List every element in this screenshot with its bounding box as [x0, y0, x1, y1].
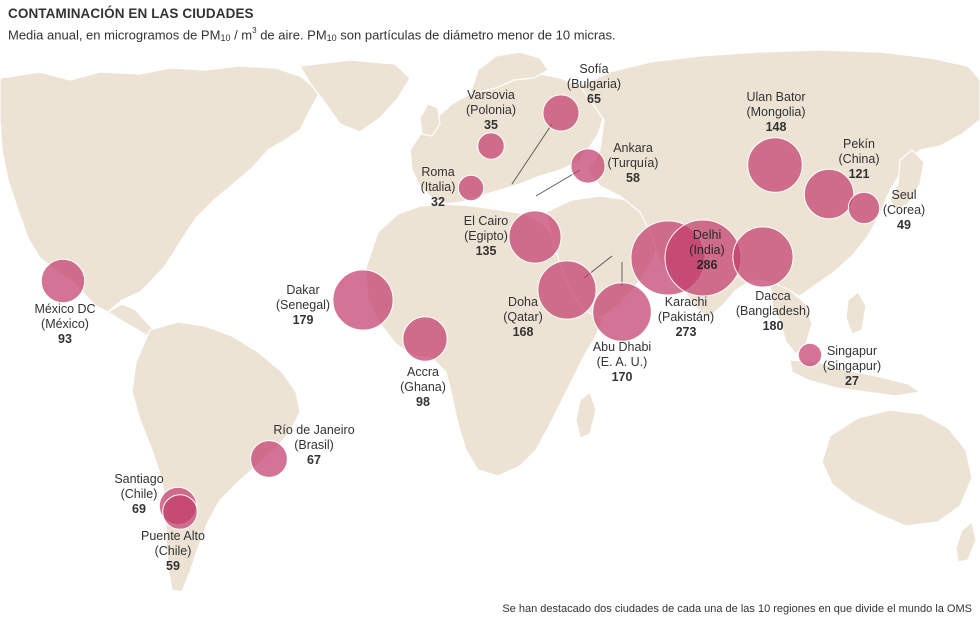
bubble-varsovia	[477, 132, 505, 160]
label-santiago-country: (Chile)	[121, 487, 158, 501]
label-dakar-name: Dakar	[286, 283, 319, 297]
label-puente-alto-value: 59	[166, 559, 180, 573]
bubble-roma	[457, 174, 485, 202]
label-ankara-name: Ankara	[613, 141, 653, 155]
bubble-doha	[537, 260, 597, 320]
bubble-ankara	[570, 148, 606, 184]
bubble-sofia	[542, 94, 580, 132]
bubble-seul	[847, 191, 881, 225]
label-santiago-value: 69	[132, 502, 146, 516]
label-ankara-value: 58	[626, 171, 640, 185]
label-ankara-country: (Turquía)	[608, 156, 659, 170]
bubble-dacca	[732, 226, 794, 288]
bubble-dakar	[332, 269, 394, 331]
label-cairo-value: 135	[476, 244, 497, 258]
label-puente-alto-name: Puente Alto	[141, 529, 205, 543]
label-varsovia-value: 35	[484, 118, 498, 132]
label-seul-country: (Corea)	[883, 203, 925, 217]
bubble-ulanbator	[747, 137, 803, 193]
label-delhi-value: 286	[697, 258, 718, 272]
label-santiago-name: Santiago	[114, 472, 163, 486]
label-dacca-value: 180	[763, 319, 784, 333]
label-pekin-country: (China)	[839, 152, 880, 166]
label-abudhabi-name: Abu Dhabi	[593, 340, 651, 354]
label-dakar-value: 179	[293, 313, 314, 327]
label-sofia-country: (Bulgaria)	[567, 77, 621, 91]
land-indonesia	[789, 359, 922, 397]
label-ulanbator-name: Ulan Bator	[746, 90, 805, 104]
label-dakar-country: (Senegal)	[276, 298, 330, 312]
label-singapur-country: (Singapur)	[823, 359, 881, 373]
bubble-mexico	[40, 258, 86, 304]
label-karachi-country: (Pakistán)	[658, 310, 714, 324]
bubble-abudhabi	[592, 282, 652, 342]
label-pekin-name: Pekín	[843, 137, 875, 151]
land-japan	[889, 149, 925, 211]
label-roma-name: Roma	[421, 165, 454, 179]
bubble-pekin	[803, 168, 855, 220]
bubble-puente-alto	[162, 494, 198, 530]
label-dacca-country: (Bangladesh)	[736, 304, 810, 318]
leader-sofia	[511, 123, 553, 185]
label-varsovia-country: (Polonia)	[466, 103, 516, 117]
label-mexico-name: México DC	[34, 302, 95, 316]
label-sofia-name: Sofía	[579, 62, 608, 76]
label-doha-value: 168	[513, 325, 534, 339]
footnote: Se han destacado dos ciudades de cada un…	[502, 603, 972, 615]
label-sofia-value: 65	[587, 92, 601, 106]
label-seul-name: Seul	[891, 188, 916, 202]
land-philippines	[845, 291, 867, 335]
label-delhi-name: Delhi	[693, 228, 722, 242]
label-pekin-value: 121	[849, 167, 870, 181]
land-scandinavia	[469, 51, 549, 95]
map-title: CONTAMINACIÓN EN LAS CIUDADES	[8, 6, 254, 21]
label-accra-name: Accra	[407, 365, 439, 379]
label-ulanbator-value: 148	[766, 120, 787, 134]
label-cairo-name: El Cairo	[464, 214, 509, 228]
label-abudhabi-country: (E. A. U.)	[597, 355, 648, 369]
label-rio-name: Río de Janeiro	[273, 423, 354, 437]
label-rio-country: (Brasil)	[294, 438, 334, 452]
label-accra-country: (Ghana)	[400, 380, 446, 394]
label-mexico-value: 93	[58, 332, 72, 346]
label-abudhabi-value: 170	[612, 370, 633, 384]
label-dacca-name: Dacca	[755, 289, 790, 303]
label-puente-alto-country: (Chile)	[155, 544, 192, 558]
land-australia	[821, 409, 973, 527]
label-accra-value: 98	[416, 395, 430, 409]
bubble-cairo	[508, 210, 562, 264]
label-singapur-value: 27	[845, 374, 859, 388]
label-karachi-name: Karachi	[665, 295, 707, 309]
city-labels: México DC(México)93Santiago(Chile)69Puen…	[34, 62, 925, 573]
bubble-accra	[402, 316, 448, 362]
label-rio-value: 67	[307, 453, 321, 467]
label-ulanbator-country: (Mongolia)	[746, 105, 805, 119]
label-doha-country: (Qatar)	[503, 310, 543, 324]
bubble-rio	[250, 440, 288, 478]
label-delhi-country: (India)	[689, 243, 724, 257]
label-singapur-name: Singapur	[827, 344, 877, 358]
land-britain	[419, 103, 441, 137]
land-north-america	[0, 65, 321, 313]
label-cairo-country: (Egipto)	[464, 229, 508, 243]
land-new-zealand	[955, 520, 977, 563]
label-roma-value: 32	[431, 195, 445, 209]
label-doha-name: Doha	[508, 295, 538, 309]
label-seul-value: 49	[897, 218, 911, 232]
land-madagascar	[575, 390, 597, 439]
map-subtitle: Media anual, en microgramos de PM10 / m3…	[8, 26, 616, 44]
label-karachi-value: 273	[676, 325, 697, 339]
label-roma-country: (Italia)	[421, 180, 456, 194]
bubble-singapur	[797, 342, 823, 368]
label-mexico-country: (México)	[41, 317, 89, 331]
label-varsovia-name: Varsovia	[467, 88, 515, 102]
city-bubbles	[40, 94, 881, 530]
land-greenland	[299, 59, 411, 133]
